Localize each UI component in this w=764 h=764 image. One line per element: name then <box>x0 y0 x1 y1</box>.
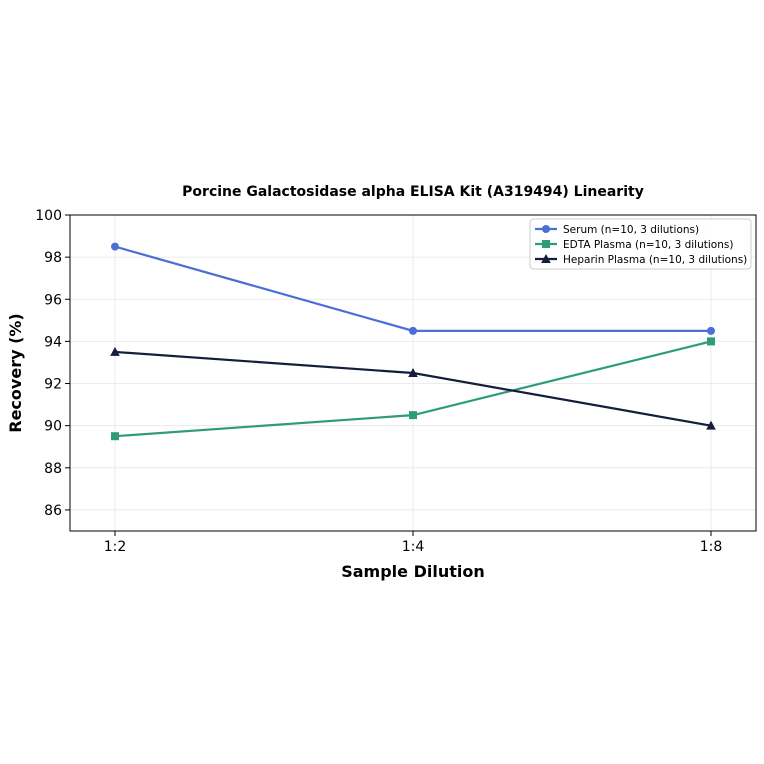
y-tick-label: 98 <box>44 250 62 266</box>
legend-label: Serum (n=10, 3 dilutions) <box>563 224 699 236</box>
y-tick-label: 88 <box>44 461 62 477</box>
x-tick-label: 1:2 <box>104 539 127 555</box>
data-point <box>111 242 119 251</box>
data-point <box>706 420 716 430</box>
x-axis-label: Sample Dilution <box>341 562 485 581</box>
legend-label: EDTA Plasma (n=10, 3 dilutions) <box>563 239 733 251</box>
y-tick-label: 100 <box>35 208 62 224</box>
legend: Serum (n=10, 3 dilutions) EDTA Plasma (n=… <box>529 218 752 270</box>
data-point <box>707 326 715 335</box>
y-axis: 86 88 90 92 94 96 98 100 <box>35 208 70 519</box>
data-point <box>409 411 417 420</box>
data-point <box>111 432 119 441</box>
y-axis-label: Recovery (%) <box>6 313 25 432</box>
chart-title: Porcine Galactosidase alpha ELISA Kit (A… <box>182 184 644 200</box>
legend-marker <box>542 240 550 248</box>
series-layer <box>110 242 716 441</box>
data-point <box>707 337 715 346</box>
data-point <box>409 326 417 335</box>
y-tick-label: 90 <box>44 419 62 435</box>
x-axis: 1:2 1:4 1:8 <box>104 531 723 555</box>
legend-marker <box>542 225 550 233</box>
legend-marker <box>541 254 551 263</box>
x-tick-label: 1:8 <box>700 539 723 555</box>
legend-box <box>529 218 752 270</box>
y-tick-label: 94 <box>44 334 62 350</box>
legend-label: Heparin Plasma (n=10, 3 dilutions) <box>563 254 747 266</box>
x-tick-label: 1:4 <box>402 539 425 555</box>
data-point <box>408 368 418 377</box>
data-point <box>110 346 120 356</box>
y-tick-label: 96 <box>44 292 62 308</box>
y-tick-label: 86 <box>44 503 62 519</box>
y-tick-label: 92 <box>44 377 62 393</box>
